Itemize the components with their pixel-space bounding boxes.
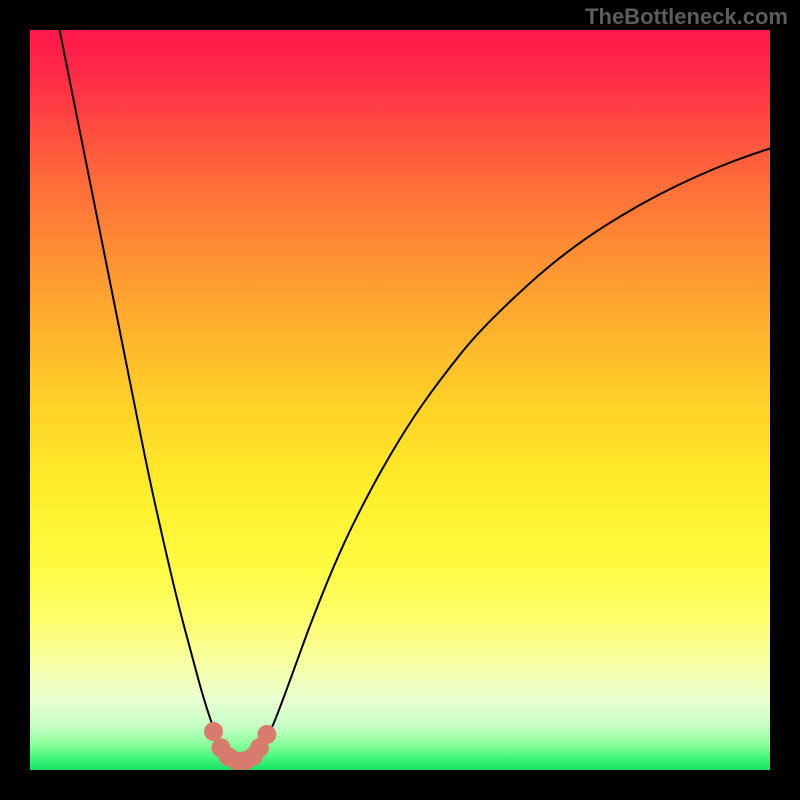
chart-background [30,30,770,770]
plot-area [30,30,770,770]
watermark-text: TheBottleneck.com [585,4,788,30]
chart-svg [30,30,770,770]
chart-frame: TheBottleneck.com [0,0,800,800]
marker-point [258,725,276,743]
marker-point [205,723,223,741]
